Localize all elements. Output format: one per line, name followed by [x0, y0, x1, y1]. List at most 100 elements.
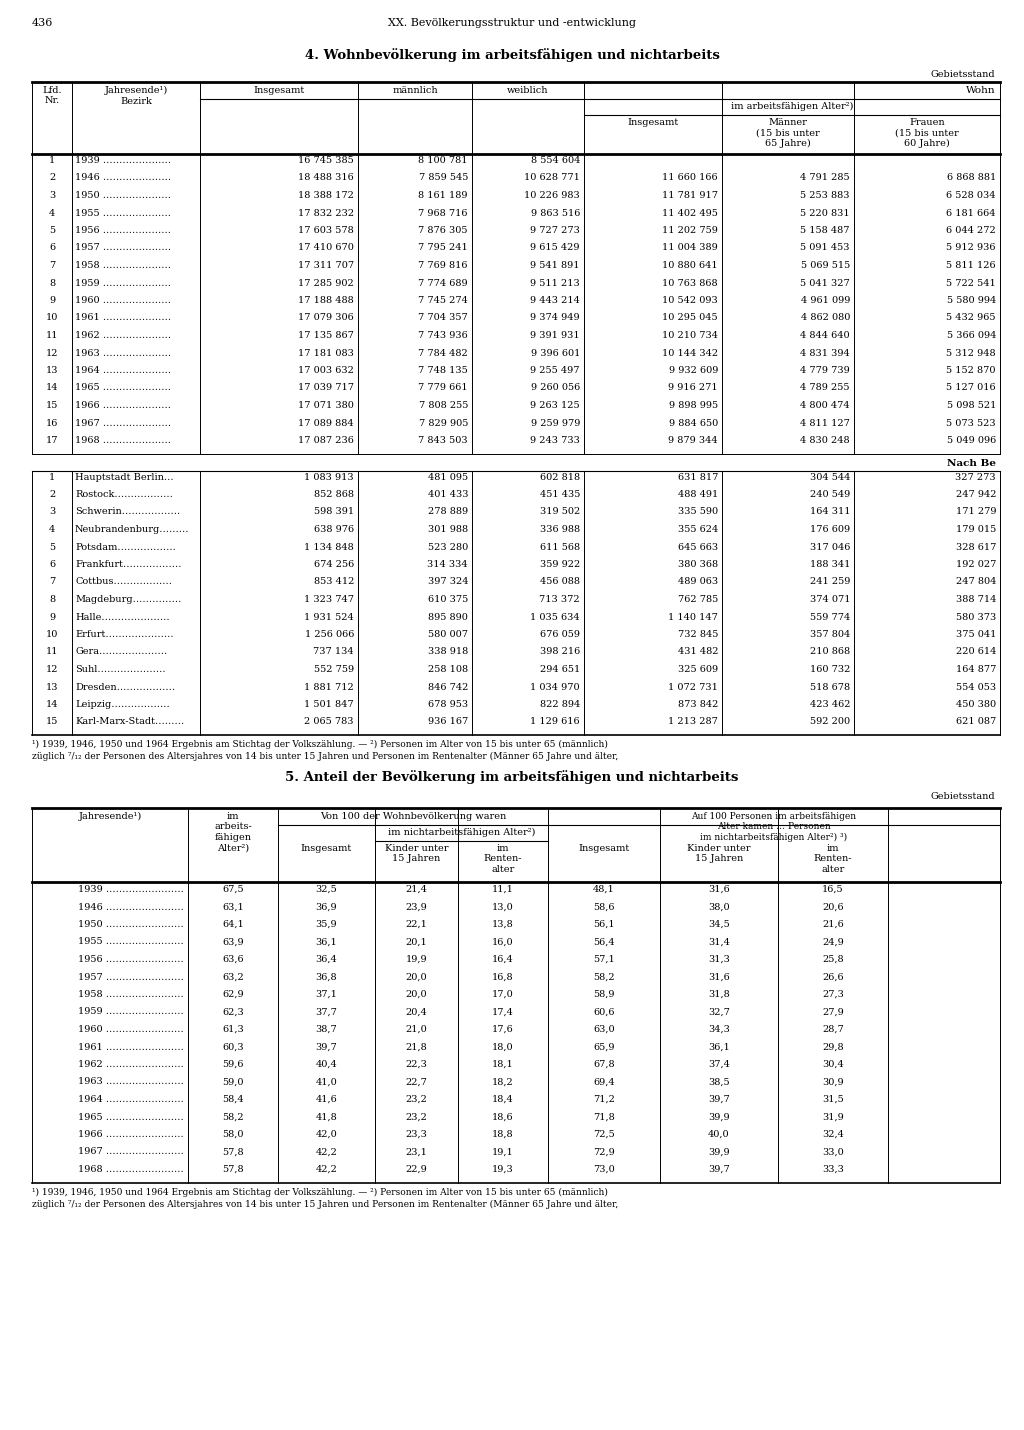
- Text: 16,8: 16,8: [493, 972, 514, 981]
- Text: 3: 3: [49, 192, 55, 200]
- Text: 17,0: 17,0: [493, 990, 514, 1000]
- Text: 489 063: 489 063: [678, 578, 718, 586]
- Text: 15: 15: [46, 718, 58, 726]
- Text: 1 256 066: 1 256 066: [304, 631, 354, 639]
- Text: 4 789 255: 4 789 255: [801, 383, 850, 392]
- Text: 220 614: 220 614: [955, 648, 996, 656]
- Text: 10 295 045: 10 295 045: [663, 313, 718, 323]
- Text: Insgesamt: Insgesamt: [301, 844, 352, 854]
- Text: 357 804: 357 804: [810, 631, 850, 639]
- Text: 1 323 747: 1 323 747: [304, 595, 354, 603]
- Text: 7 859 545: 7 859 545: [419, 173, 468, 183]
- Text: 15: 15: [46, 400, 58, 410]
- Text: 57,1: 57,1: [593, 955, 614, 964]
- Text: 17 003 632: 17 003 632: [298, 366, 354, 375]
- Text: 7 748 135: 7 748 135: [418, 366, 468, 375]
- Text: 1958 ……………………: 1958 ……………………: [78, 990, 184, 1000]
- Text: 18,6: 18,6: [493, 1113, 514, 1121]
- Text: 355 624: 355 624: [678, 525, 718, 533]
- Text: 176 609: 176 609: [810, 525, 850, 533]
- Text: Jahresende¹)
Bezirk: Jahresende¹) Bezirk: [104, 86, 168, 106]
- Text: 8 100 781: 8 100 781: [419, 156, 468, 164]
- Text: Halle…………………: Halle…………………: [75, 612, 170, 622]
- Text: 16,0: 16,0: [493, 938, 514, 947]
- Text: 580 373: 580 373: [955, 612, 996, 622]
- Text: 60,3: 60,3: [222, 1042, 244, 1051]
- Text: 317 046: 317 046: [810, 542, 850, 552]
- Text: 61,3: 61,3: [222, 1025, 244, 1034]
- Text: 401 433: 401 433: [427, 490, 468, 499]
- Text: 8: 8: [49, 279, 55, 287]
- Text: 23,3: 23,3: [406, 1130, 427, 1140]
- Text: züglich ⁷/₁₂ der Personen des Altersjahres von 14 bis unter 15 Jahren und Person: züglich ⁷/₁₂ der Personen des Altersjahr…: [32, 752, 618, 761]
- Text: 18 488 316: 18 488 316: [298, 173, 354, 183]
- Text: 39,7: 39,7: [709, 1165, 730, 1174]
- Text: 17: 17: [46, 436, 58, 445]
- Text: 327 273: 327 273: [955, 472, 996, 482]
- Text: 4 830 248: 4 830 248: [801, 436, 850, 445]
- Text: 5: 5: [49, 226, 55, 235]
- Text: im
Renten-
alter: im Renten- alter: [814, 844, 852, 874]
- Text: 37,7: 37,7: [315, 1008, 338, 1017]
- Text: 518 678: 518 678: [810, 682, 850, 692]
- Text: 1939 ……………………: 1939 ……………………: [78, 885, 184, 894]
- Text: 294 651: 294 651: [540, 665, 580, 674]
- Text: 19,3: 19,3: [493, 1165, 514, 1174]
- Text: 18,8: 18,8: [493, 1130, 514, 1140]
- Text: 4 791 285: 4 791 285: [801, 173, 850, 183]
- Text: 559 774: 559 774: [810, 612, 850, 622]
- Text: 10 226 983: 10 226 983: [524, 192, 580, 200]
- Text: 380 368: 380 368: [678, 561, 718, 569]
- Text: 14: 14: [46, 701, 58, 709]
- Text: 16: 16: [46, 419, 58, 428]
- Text: 210 868: 210 868: [810, 648, 850, 656]
- Text: 10: 10: [46, 631, 58, 639]
- Text: 11 402 495: 11 402 495: [663, 209, 718, 217]
- Text: 20,1: 20,1: [406, 938, 427, 947]
- Text: 9 727 273: 9 727 273: [530, 226, 580, 235]
- Text: 20,6: 20,6: [822, 902, 844, 911]
- Text: 17 410 670: 17 410 670: [298, 243, 354, 253]
- Text: züglich ⁷/₁₂ der Personen des Altersjahres von 14 bis unter 15 Jahren und Person: züglich ⁷/₁₂ der Personen des Altersjahr…: [32, 1200, 618, 1208]
- Text: 58,2: 58,2: [222, 1113, 244, 1121]
- Text: 22,7: 22,7: [406, 1077, 427, 1087]
- Text: 38,0: 38,0: [709, 902, 730, 911]
- Text: 20,0: 20,0: [406, 990, 427, 1000]
- Text: 19,9: 19,9: [406, 955, 427, 964]
- Text: 1950 …………………: 1950 …………………: [75, 192, 171, 200]
- Text: 9 898 995: 9 898 995: [669, 400, 718, 410]
- Text: 11 660 166: 11 660 166: [663, 173, 718, 183]
- Text: 11: 11: [46, 330, 58, 340]
- Text: Dresden………………: Dresden………………: [75, 682, 175, 692]
- Text: 1968 …………………: 1968 …………………: [75, 436, 171, 445]
- Text: 32,7: 32,7: [708, 1008, 730, 1017]
- Text: 9 615 429: 9 615 429: [530, 243, 580, 253]
- Text: 3: 3: [49, 508, 55, 516]
- Text: 7 704 357: 7 704 357: [418, 313, 468, 323]
- Text: 33,3: 33,3: [822, 1165, 844, 1174]
- Text: Neubrandenburg………: Neubrandenburg………: [75, 525, 189, 533]
- Text: 9 259 979: 9 259 979: [530, 419, 580, 428]
- Text: Jahresende¹): Jahresende¹): [79, 812, 141, 821]
- Text: 8 554 604: 8 554 604: [530, 156, 580, 164]
- Text: 5 098 521: 5 098 521: [946, 400, 996, 410]
- Text: 10 628 771: 10 628 771: [524, 173, 580, 183]
- Text: Frankfurt………………: Frankfurt………………: [75, 561, 181, 569]
- Text: 22,9: 22,9: [406, 1165, 427, 1174]
- Text: 35,9: 35,9: [315, 919, 337, 930]
- Text: 10 542 093: 10 542 093: [663, 296, 718, 305]
- Text: 397 324: 397 324: [427, 578, 468, 586]
- Text: Nach Be: Nach Be: [947, 459, 996, 468]
- Text: 451 435: 451 435: [540, 490, 580, 499]
- Text: ¹) 1939, 1946, 1950 und 1964 Ergebnis am Stichtag der Volkszählung. — ²) Persone: ¹) 1939, 1946, 1950 und 1964 Ergebnis am…: [32, 739, 608, 749]
- Text: 5 432 965: 5 432 965: [946, 313, 996, 323]
- Text: 1 931 524: 1 931 524: [304, 612, 354, 622]
- Text: 21,4: 21,4: [406, 885, 427, 894]
- Text: 598 391: 598 391: [314, 508, 354, 516]
- Text: 278 889: 278 889: [428, 508, 468, 516]
- Text: 16,4: 16,4: [493, 955, 514, 964]
- Text: 1968 ……………………: 1968 ……………………: [78, 1165, 184, 1174]
- Text: 9 374 949: 9 374 949: [530, 313, 580, 323]
- Text: Leipzig………………: Leipzig………………: [75, 701, 170, 709]
- Text: 5 069 515: 5 069 515: [801, 262, 850, 270]
